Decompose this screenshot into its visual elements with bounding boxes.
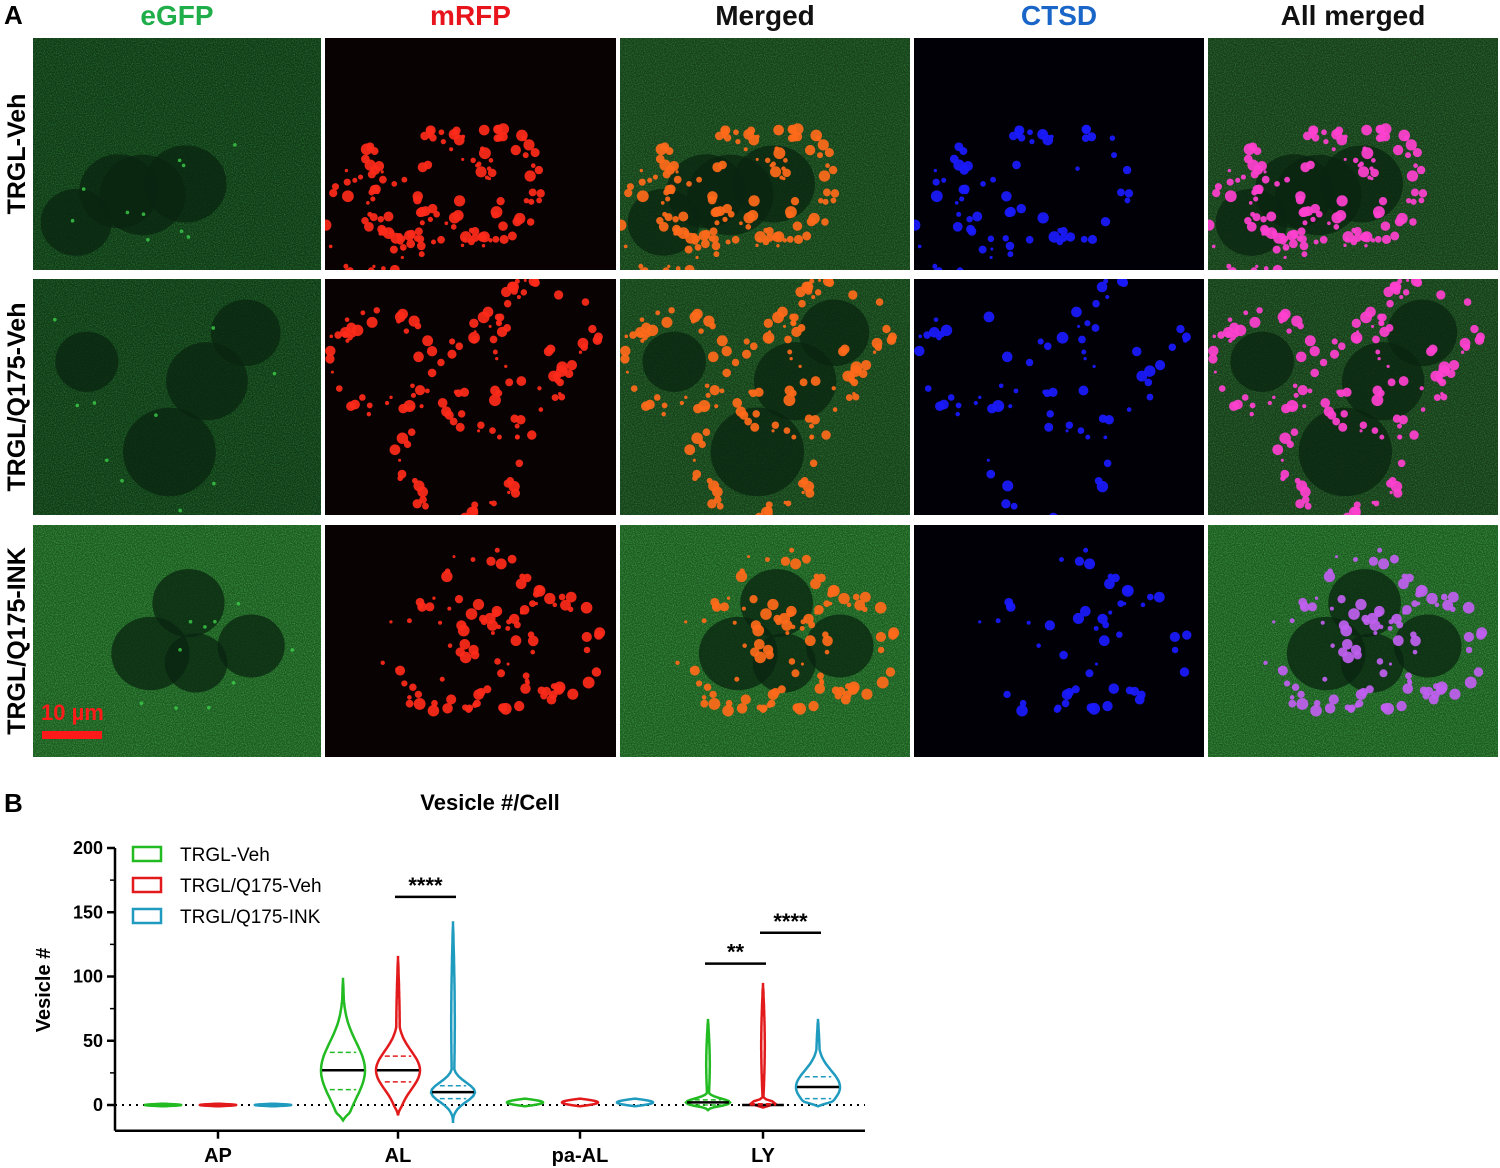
micrograph-allmerged-row-2: [1208, 279, 1498, 515]
row-label-2: TRGL/Q175-Veh: [3, 303, 31, 492]
x-category-label-al: AL: [385, 1145, 412, 1167]
micrograph-grid: [33, 38, 1498, 757]
micrograph-green-row-2: [33, 279, 321, 515]
x-category-label-pa-al: pa-AL: [552, 1145, 609, 1167]
significance-label-1: ****: [408, 873, 443, 898]
y-tick-label: 200: [73, 838, 103, 858]
row-label-1: TRGL-Veh: [3, 94, 31, 215]
violin-pa-al-series-3: [615, 1097, 655, 1108]
violin-al-series-2: [374, 955, 422, 1116]
column-label-red: mRFP: [430, 0, 511, 31]
micrograph-merged-row-2: [620, 279, 910, 515]
y-tick-label: 0: [93, 1095, 103, 1115]
scale-bar-label: 10 µm: [41, 700, 104, 725]
column-labels: eGFP mRFP Merged CTSD All merged: [140, 0, 1425, 31]
micrograph-green-row-1: [33, 38, 321, 270]
legend-entry-1: TRGL-Veh: [131, 845, 270, 866]
micrograph-allmerged-row-1: [1208, 38, 1498, 270]
micrograph-allmerged-row-3: [1208, 525, 1498, 757]
micrograph-red-row-3: [325, 525, 616, 757]
violin-ap-series-1: [143, 1102, 183, 1108]
micrograph-blue-row-1: [914, 38, 1204, 270]
legend-entry-3: TRGL/Q175-INK: [131, 907, 321, 928]
micrograph-merged-row-3: [620, 525, 910, 757]
legend-entry-2: TRGL/Q175-Veh: [131, 876, 322, 897]
column-label-merged: Merged: [715, 0, 815, 31]
micrograph-red-row-1: [325, 38, 616, 270]
legend-swatch: [131, 876, 163, 894]
y-tick-label: 50: [83, 1031, 103, 1051]
x-category-label-ap: AP: [204, 1145, 232, 1167]
legend-swatch: [131, 907, 163, 925]
violin-pa-al-series-2: [560, 1097, 600, 1108]
panel-a-letter: A: [4, 0, 23, 30]
scale-bar: 10 µm: [41, 700, 104, 739]
x-category-label-ly: LY: [751, 1145, 775, 1167]
column-label-allmerged: All merged: [1281, 0, 1426, 31]
violin-ap-series-2: [198, 1102, 238, 1108]
legend-label: TRGL/Q175-Veh: [180, 876, 322, 897]
y-tick-label: 150: [73, 902, 103, 922]
violin-ly-series-1: [684, 1018, 732, 1112]
column-label-blue: CTSD: [1021, 0, 1097, 31]
micrograph-red-row-2: [325, 279, 616, 515]
scale-bar-line: [42, 731, 102, 739]
violin-al-series-3: [429, 921, 477, 1124]
significance-label-3: ****: [773, 909, 808, 934]
legend-label: TRGL/Q175-INK: [180, 907, 321, 928]
violin-al-series-1: [319, 977, 367, 1123]
y-tick-label: 100: [73, 967, 103, 987]
chart-title: Vesicle #/Cell: [420, 790, 559, 815]
row-label-3: TRGL/Q175-INK: [3, 547, 31, 735]
micrograph-blue-row-2: [914, 279, 1204, 515]
violin-pa-al-series-1: [505, 1097, 545, 1108]
legend-swatch: [131, 845, 163, 863]
micrograph-merged-row-1: [620, 38, 910, 270]
panel-b-letter: B: [4, 788, 23, 818]
micrograph-green-row-3: [33, 525, 321, 757]
legend-label: TRGL-Veh: [180, 845, 270, 866]
row-labels: TRGL-Veh TRGL/Q175-Veh TRGL/Q175-INK: [3, 94, 31, 735]
violin-ap-series-3: [253, 1102, 293, 1108]
significance-label-2: **: [727, 940, 745, 965]
y-axis-label: Vesicle #: [33, 948, 55, 1033]
violin-ly-series-3: [794, 1018, 842, 1108]
column-label-green: eGFP: [140, 0, 213, 31]
micrograph-blue-row-3: [914, 525, 1204, 757]
violin-ly-series-2: [742, 982, 784, 1109]
